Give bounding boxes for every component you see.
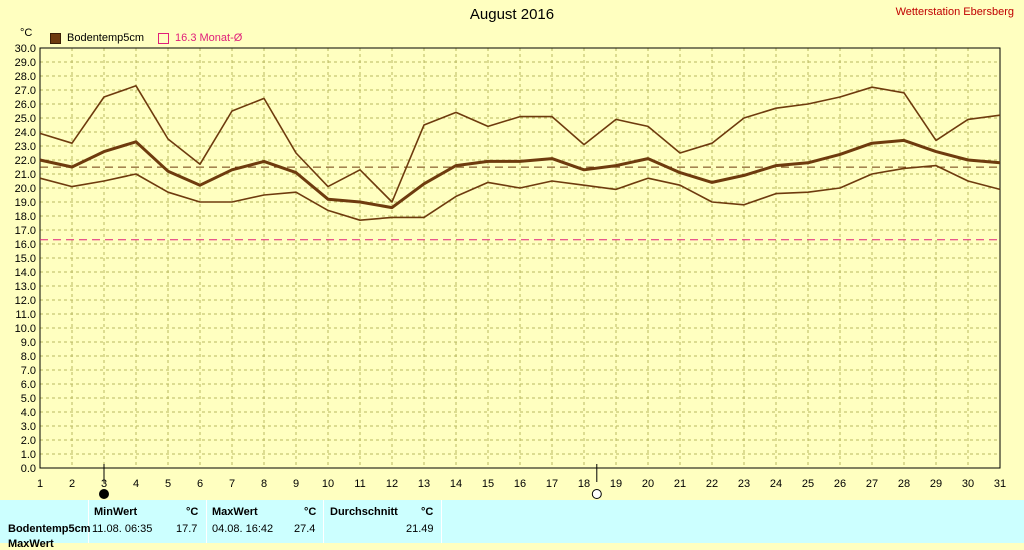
y-tick-label: 13.0: [15, 281, 36, 293]
y-tick-label: 27.0: [15, 85, 36, 97]
series-line-min: [39, 164, 1001, 221]
header-max: MaxWert: [212, 506, 258, 518]
y-tick-label: 22.0: [15, 155, 36, 167]
y-tick-label: 20.0: [15, 183, 36, 195]
x-tick-label: 2: [69, 478, 75, 490]
header-max-unit: °C: [304, 506, 317, 518]
chart-title: August 2016: [469, 6, 555, 23]
x-tick-label: 18: [578, 478, 590, 490]
y-tick-label: 11.0: [15, 309, 36, 321]
x-tick-label: 3: [101, 478, 107, 490]
x-tick-label: 24: [770, 478, 782, 490]
y-tick-label: 29.0: [15, 57, 36, 69]
min-time: 11.08. 06:35: [92, 523, 153, 535]
x-tick-label: 12: [386, 478, 398, 490]
max-time: 04.08. 16:42: [212, 523, 274, 535]
y-tick-label: 14.0: [15, 267, 36, 279]
x-tick-label: 31: [994, 478, 1006, 490]
y-tick-label: 0.0: [21, 463, 36, 475]
series-line-mean: [39, 138, 1001, 210]
y-tick-label: 23.0: [15, 141, 36, 153]
x-tick-label: 17: [546, 478, 558, 490]
legend-swatch-avg: [158, 32, 170, 44]
header-avg: Durchschnitt: [330, 506, 398, 518]
y-tick-label: 2.0: [21, 435, 36, 447]
y-tick-label: 9.0: [21, 337, 36, 349]
row2-label: MaxWert: [8, 538, 54, 550]
temperature-chart: 0.01.02.03.04.05.06.07.08.09.010.011.012…: [15, 43, 1006, 499]
x-tick-label: 16: [514, 478, 526, 490]
statistics-panel: MinWert °C MaxWert °C Durchschnitt °C Bo…: [0, 500, 1024, 550]
y-tick-label: 4.0: [21, 407, 36, 419]
y-tick-label: 30.0: [15, 43, 36, 55]
x-tick-label: 22: [706, 478, 718, 490]
x-tick-label: 7: [229, 478, 235, 490]
x-tick-label: 26: [834, 478, 846, 490]
y-tick-label: 15.0: [15, 253, 36, 265]
legend-label-avg: 16.3 Monat-Ø: [175, 32, 243, 44]
x-tick-label: 13: [418, 478, 430, 490]
x-tick-label: 14: [450, 478, 462, 490]
x-tick-label: 1: [37, 478, 43, 490]
min-value: 17.7: [176, 523, 198, 535]
y-tick-label: 18.0: [15, 211, 36, 223]
avg-value: 21.49: [406, 523, 434, 535]
x-tick-label: 6: [197, 478, 203, 490]
full-moon-icon: [591, 489, 602, 499]
y-tick-label: 24.0: [15, 127, 36, 139]
x-tick-label: 23: [738, 478, 750, 490]
series-line-max: [39, 85, 1001, 203]
y-tick-label: 26.0: [15, 99, 36, 111]
x-tick-label: 8: [261, 478, 267, 490]
header-min-unit: °C: [186, 506, 199, 518]
y-tick-label: 19.0: [15, 197, 36, 209]
x-tick-label: 19: [610, 478, 622, 490]
station-name: Wetterstation Ebersberg: [895, 6, 1014, 18]
x-tick-label: 10: [322, 478, 334, 490]
x-tick-label: 4: [133, 478, 139, 490]
x-tick-label: 30: [962, 478, 974, 490]
x-tick-label: 29: [930, 478, 942, 490]
y-tick-label: 16.0: [15, 239, 36, 251]
y-tick-label: 12.0: [15, 295, 36, 307]
y-axis-unit: °C: [20, 27, 33, 39]
plot-frame: [39, 47, 1001, 469]
y-tick-label: 28.0: [15, 71, 36, 83]
x-tick-label: 20: [642, 478, 654, 490]
y-tick-label: 8.0: [21, 351, 36, 363]
y-tick-label: 17.0: [15, 225, 36, 237]
legend-swatch-series: [50, 32, 61, 44]
x-tick-label: 15: [482, 478, 494, 490]
x-tick-label: 27: [866, 478, 878, 490]
header-avg-unit: °C: [421, 506, 434, 518]
y-tick-label: 5.0: [21, 393, 36, 405]
max-value: 27.4: [294, 523, 316, 535]
new-moon-icon: [99, 489, 109, 499]
x-tick-label: 28: [898, 478, 910, 490]
row-label: Bodentemp5cm: [8, 523, 91, 535]
y-tick-label: 3.0: [21, 421, 36, 433]
y-tick-label: 1.0: [21, 449, 36, 461]
y-tick-label: 21.0: [15, 169, 36, 181]
legend: Bodentemp5cm 16.3 Monat-Ø: [50, 32, 242, 44]
y-tick-label: 6.0: [21, 379, 36, 391]
x-tick-label: 25: [802, 478, 814, 490]
y-tick-label: 10.0: [15, 323, 36, 335]
x-tick-label: 9: [293, 478, 299, 490]
x-tick-label: 11: [354, 478, 365, 490]
x-tick-label: 5: [165, 478, 171, 490]
y-tick-label: 7.0: [21, 365, 36, 377]
header-min: MinWert: [94, 506, 138, 518]
y-tick-label: 25.0: [15, 113, 36, 125]
x-tick-label: 21: [674, 478, 686, 490]
legend-label-series: Bodentemp5cm: [67, 32, 145, 44]
